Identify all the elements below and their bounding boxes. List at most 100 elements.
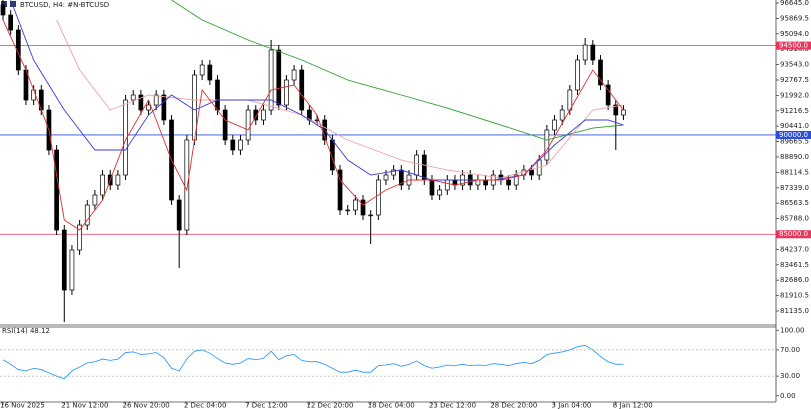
candle-body (552, 119, 557, 131)
candle-body (115, 174, 121, 186)
rsi-title: RSI(14) 48.12 (2, 327, 50, 335)
symbol-icon (10, 1, 16, 7)
candle-body (69, 249, 75, 291)
candle-body (8, 14, 14, 31)
candle-body (360, 199, 366, 216)
candle-body (0, 4, 6, 16)
candle-body (414, 154, 419, 176)
x-tick-label: 2 Dec 04:00 (184, 402, 227, 409)
candle-body (299, 69, 305, 111)
candle-body (345, 209, 351, 212)
x-tick-label: 23 Dec 12:00 (429, 402, 476, 409)
moving-average-line (56, 19, 624, 179)
candle-body (575, 59, 580, 91)
x-tick-label: 12 Dec 20:00 (306, 402, 353, 409)
candle-body (153, 94, 159, 106)
x-tick-label: 28 Dec 20:00 (490, 402, 537, 409)
candle-body (605, 84, 611, 106)
candle-body (245, 109, 251, 141)
candle-body (429, 179, 435, 196)
candle-body (61, 229, 67, 291)
y-tick-label: 87339.0 (780, 184, 809, 192)
candle-body (54, 149, 59, 231)
candle-body (375, 179, 381, 216)
candle-body (559, 109, 565, 121)
candle-body (383, 174, 389, 181)
candle-body (146, 104, 151, 111)
candle-body (77, 224, 82, 251)
candle-body (276, 49, 282, 106)
candle-body (253, 109, 259, 121)
candle-body (222, 109, 228, 141)
moving-average-line (171, 0, 624, 141)
y-tick-label: 95869.5 (780, 14, 809, 22)
candle-body (261, 109, 266, 121)
y-tick-label: 96645.0 (780, 0, 809, 7)
rsi-y-tick-label: 30.00 (780, 372, 800, 380)
candle-body (284, 79, 289, 106)
candle-body (199, 64, 205, 76)
candle-body (176, 199, 182, 231)
candle-body (238, 139, 243, 151)
rsi-y-tick-label: 100.00 (780, 326, 805, 334)
candle-body (513, 174, 519, 186)
candle-body (598, 59, 603, 86)
price-level-tag (776, 230, 811, 239)
candle-body (161, 94, 167, 121)
candle-body (130, 94, 136, 101)
candle-body (215, 79, 220, 111)
y-tick-label: 85788.0 (780, 215, 809, 223)
y-tick-label: 88114.5 (780, 168, 809, 176)
y-tick-label: 93543.0 (780, 61, 809, 69)
y-tick-label: 81910.5 (780, 292, 809, 300)
rsi-y-tick-label: 70.00 (780, 346, 800, 354)
candle-body (353, 199, 358, 211)
x-tick-label: 21 Nov 12:00 (61, 402, 108, 409)
y-tick-label: 81135.0 (780, 307, 809, 315)
candle-body (483, 179, 488, 186)
candle-body (544, 129, 550, 161)
rsi-y-tick-label: 0.00 (780, 392, 796, 400)
candle-body (84, 204, 90, 226)
candle-body (207, 64, 213, 81)
candle-body (529, 169, 534, 176)
candle-body (437, 189, 442, 196)
price-level-label: 90000.0 (779, 131, 808, 139)
price-level-label: 85000.0 (779, 230, 808, 238)
candle-body (184, 139, 190, 231)
candle-body (421, 154, 427, 181)
candle-body (368, 214, 374, 217)
candle-body (391, 169, 397, 176)
x-tick-label: 3 Jan 04:00 (552, 402, 592, 409)
x-tick-label: 7 Dec 12:00 (245, 402, 288, 409)
candle-body (100, 174, 105, 196)
candle-body (123, 99, 128, 176)
y-tick-label: 91216.5 (780, 107, 809, 115)
y-tick-label: 95094.0 (780, 30, 809, 38)
price-level-tag (776, 41, 811, 50)
x-tick-label: 16 Nov 2025 (0, 402, 45, 409)
symbol-icon (1, 1, 7, 7)
x-tick-label: 18 Dec 04:00 (368, 402, 415, 409)
candle-body (621, 109, 626, 116)
y-tick-label: 92767.5 (780, 76, 809, 84)
y-tick-label: 90441.0 (780, 122, 809, 130)
candle-body (444, 179, 450, 191)
candle-body (506, 179, 511, 186)
moving-average-line (2, 19, 624, 231)
candle-body (613, 104, 619, 116)
candle-body (92, 194, 98, 206)
y-tick-label: 83461.5 (780, 261, 809, 269)
y-tick-label: 89665.5 (780, 138, 809, 146)
x-tick-label: 26 Nov 20:00 (123, 402, 170, 409)
candle-body (582, 44, 588, 61)
candle-body (230, 139, 236, 151)
candle-body (31, 89, 36, 101)
y-tick-label: 82686.0 (780, 276, 809, 284)
price-level-tag (776, 130, 811, 139)
candle-body (291, 69, 297, 81)
y-tick-label: 84237.0 (780, 245, 809, 253)
candle-body (337, 169, 343, 211)
